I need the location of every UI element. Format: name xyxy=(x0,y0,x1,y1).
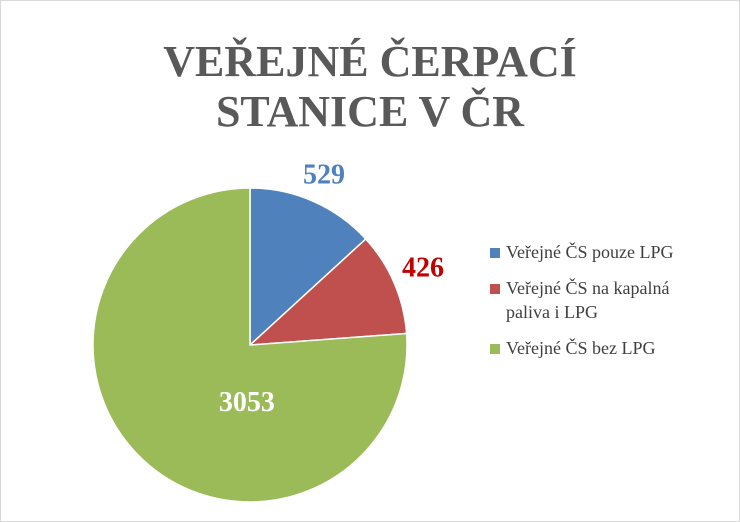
legend-label: Veřejné ČS pouze LPG xyxy=(506,242,674,262)
legend-swatch xyxy=(490,344,500,354)
legend-item: Veřejné ČS bez LPG xyxy=(490,336,710,360)
legend: Veřejné ČS pouze LPG Veřejné ČS na kapaln… xyxy=(490,240,710,372)
data-label: 3053 xyxy=(219,387,275,418)
pie-slice xyxy=(92,187,408,503)
legend-item: Veřejné ČS na kapalná paliva i LPG xyxy=(490,276,710,324)
legend-label: Veřejné ČS na kapalná paliva i LPG xyxy=(506,278,670,322)
chart-title: VEŘEJNÉ ČERPACÍ xyxy=(163,37,577,86)
legend-item: Veřejné ČS pouze LPG xyxy=(490,240,710,264)
pie-slice xyxy=(247,237,408,346)
legend-label: Veřejné ČS bez LPG xyxy=(506,338,656,358)
legend-swatch xyxy=(490,284,500,294)
legend-swatch xyxy=(490,248,500,258)
data-label: 426 xyxy=(402,253,444,284)
chart-title: STANICE V ČR xyxy=(216,87,525,136)
data-label: 529 xyxy=(303,159,345,190)
pie-slice xyxy=(249,187,367,347)
